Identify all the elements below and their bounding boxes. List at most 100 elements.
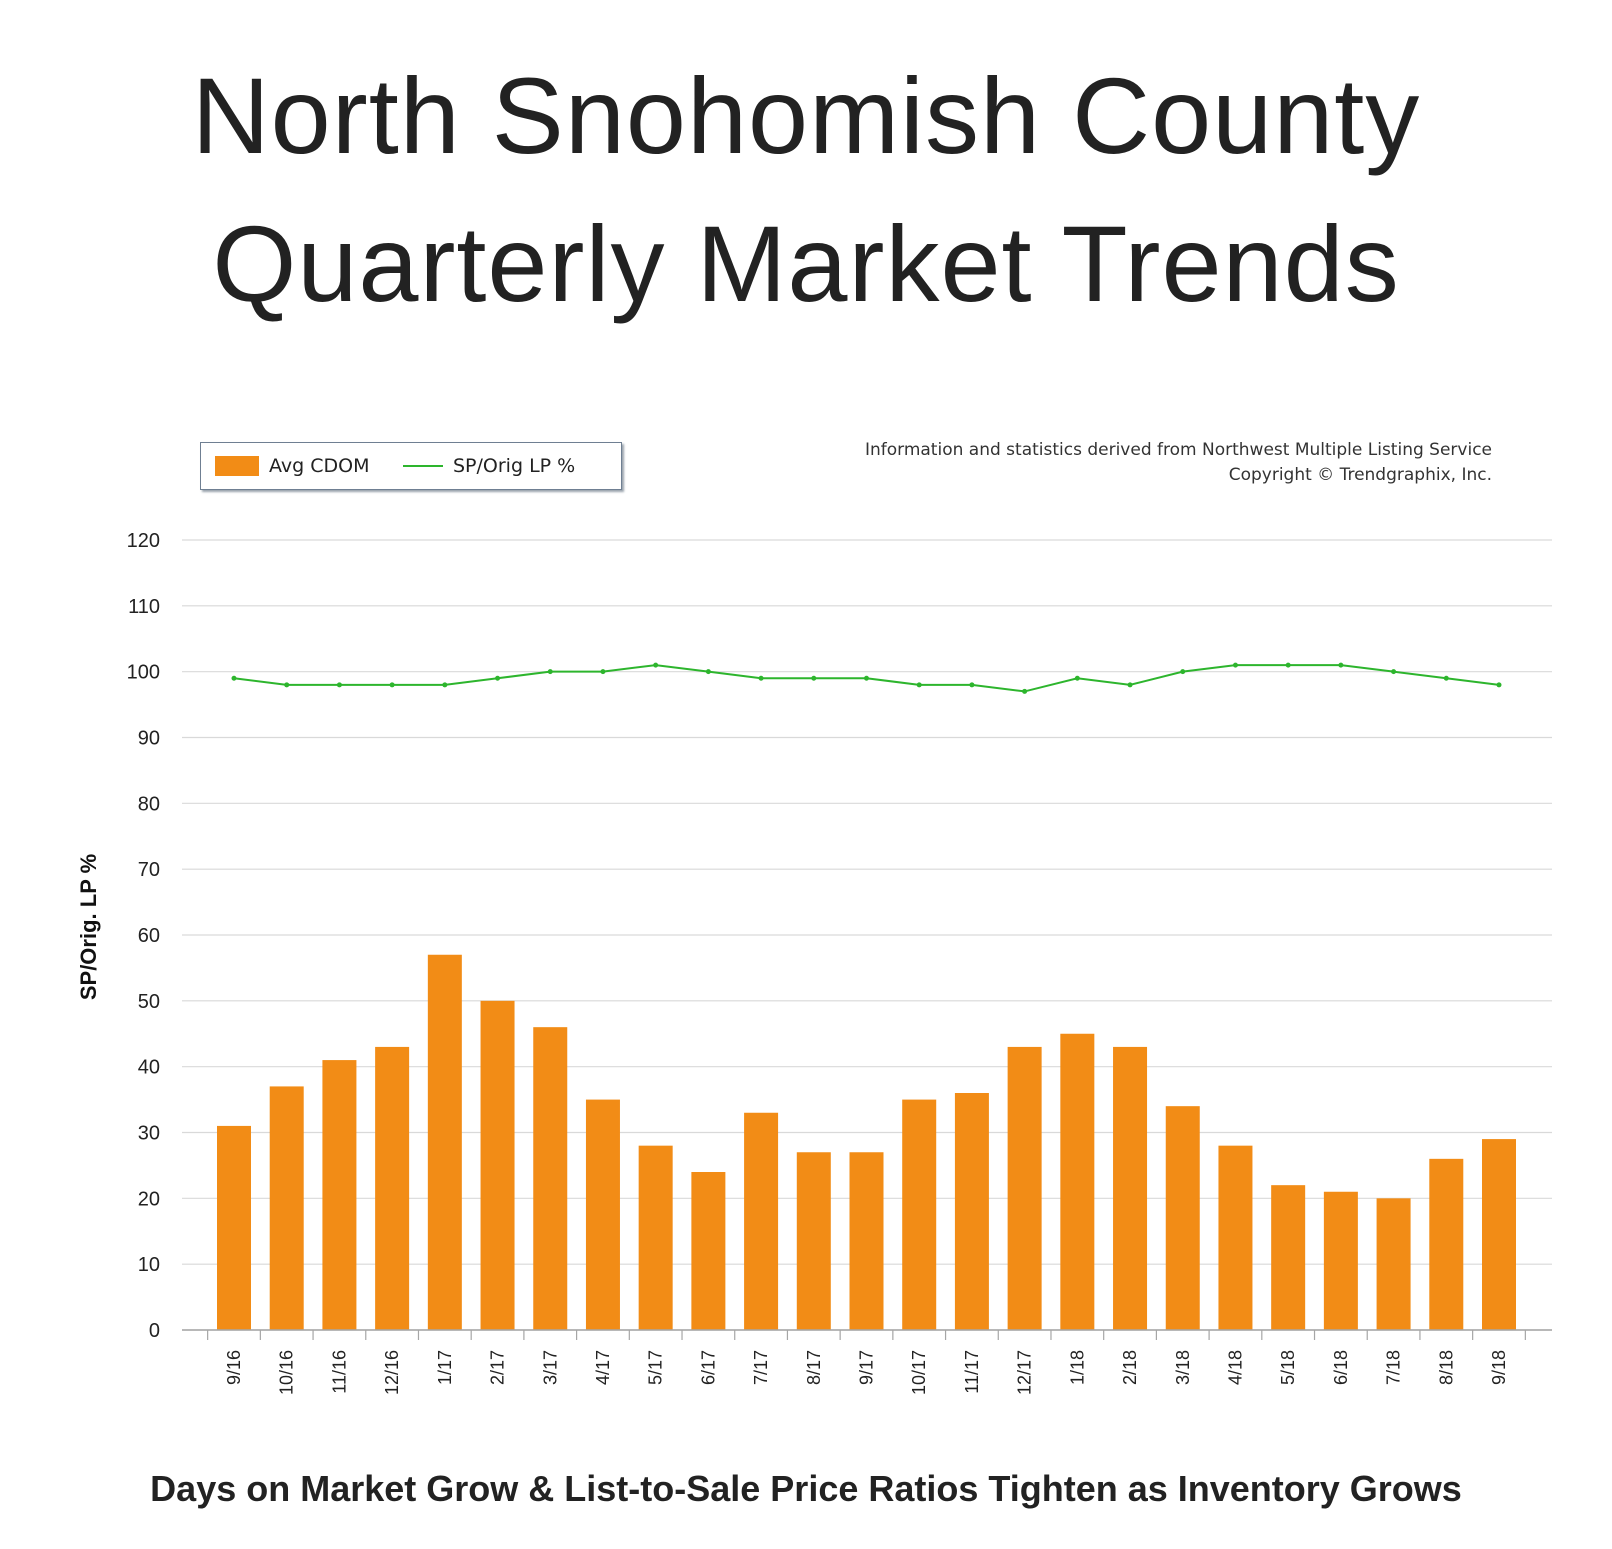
- gridlines: [182, 539, 1552, 1331]
- bar-4-18: [1218, 1145, 1253, 1330]
- bar-6-18: [1323, 1191, 1358, 1330]
- line-point-8-18: [1443, 675, 1449, 681]
- legend-item-avg-cdom: Avg CDOM: [215, 443, 369, 489]
- y-tick-label: 40: [138, 1057, 160, 1079]
- bar-10-16: [269, 1086, 304, 1330]
- x-axis-ticks: 9/16 10/16 11/16 12/16 1/17 2/17 3/17 4/17 5/17 6…: [182, 1329, 1552, 1395]
- line-point-10-16: [284, 682, 290, 688]
- line-point-7-17: [758, 675, 764, 681]
- bar-2-17: [480, 1000, 515, 1330]
- line-point-8-17: [811, 675, 817, 681]
- x-tick-label: 1/17: [435, 1350, 455, 1385]
- line-point-3-17: [547, 669, 553, 675]
- line-point-11-17: [969, 682, 975, 688]
- bar-6-17: [691, 1172, 726, 1330]
- bar-1-17: [427, 954, 462, 1330]
- line-point-6-17: [705, 669, 711, 675]
- x-tick-label: 4/18: [1225, 1350, 1245, 1385]
- y-tick-label: 50: [138, 991, 160, 1013]
- x-tick-label: 8/18: [1436, 1350, 1456, 1385]
- line-point-10-17: [916, 682, 922, 688]
- x-tick-label: 11/16: [329, 1350, 349, 1394]
- bar-5-17: [638, 1145, 673, 1330]
- x-tick-label: 6/17: [698, 1350, 718, 1385]
- source-line-2: Copyright © Trendgraphix, Inc.: [1228, 465, 1492, 485]
- page-title-line-1: North Snohomish County: [191, 55, 1421, 176]
- line-point-5-17: [653, 662, 659, 668]
- x-tick-label: 1/18: [1067, 1350, 1087, 1385]
- y-axis-ticks: 0 10 20 30 40 50 60 70 80 90 100 110 120: [127, 530, 160, 1342]
- x-tick-label: 7/17: [751, 1350, 771, 1385]
- y-axis-label: SP/Orig. LP %: [76, 854, 101, 1000]
- bar-7-18: [1376, 1198, 1411, 1330]
- line-point-9-18: [1496, 682, 1502, 688]
- x-tick-label: 9/17: [857, 1350, 877, 1385]
- x-tick-label: 4/17: [593, 1350, 613, 1385]
- x-tick-label: 2/18: [1120, 1350, 1140, 1385]
- y-tick-label: 0: [149, 1320, 160, 1342]
- line-point-6-18: [1338, 662, 1344, 668]
- bar-11-16: [322, 1060, 357, 1330]
- line-point-12-16: [389, 682, 395, 688]
- line-point-7-18: [1391, 669, 1397, 675]
- line-point-4-18: [1232, 662, 1238, 668]
- bar-5-18: [1271, 1185, 1306, 1330]
- line-point-2-18: [1127, 682, 1133, 688]
- x-tick-label: 10/16: [277, 1350, 297, 1395]
- line-point-9-17: [864, 675, 869, 681]
- x-tick-label: 9/18: [1489, 1350, 1509, 1385]
- x-tick-label: 3/18: [1173, 1350, 1193, 1385]
- legend-swatch-bar: [215, 456, 259, 476]
- x-tick-label: 12/17: [1015, 1350, 1035, 1395]
- legend-label-avg-cdom: Avg CDOM: [269, 455, 370, 477]
- x-tick-label: 10/17: [909, 1350, 929, 1395]
- x-tick-label: 8/17: [804, 1350, 824, 1385]
- bar-11-17: [954, 1093, 989, 1330]
- x-tick-label: 11/17: [962, 1350, 982, 1394]
- x-tick-label: 3/17: [540, 1350, 560, 1385]
- x-tick-label: 7/18: [1384, 1350, 1404, 1385]
- bar-7-17: [744, 1112, 779, 1330]
- source-note: Information and statistics derived from …: [865, 438, 1492, 488]
- y-tick-label: 90: [138, 728, 160, 750]
- x-tick-label: 5/18: [1278, 1350, 1298, 1385]
- y-tick-label: 70: [138, 859, 160, 881]
- line-point-4-17: [600, 669, 606, 675]
- bar-9-17: [849, 1152, 884, 1330]
- line-point-1-18: [1074, 675, 1080, 681]
- y-tick-label: 120: [127, 530, 160, 552]
- x-tick-label: 12/16: [382, 1350, 402, 1395]
- y-tick-label: 10: [138, 1254, 160, 1276]
- legend-swatch-line: [403, 465, 443, 467]
- y-tick-label: 110: [128, 596, 160, 618]
- line-point-9-16: [231, 675, 237, 681]
- bar-1-18: [1060, 1033, 1095, 1330]
- bar-3-17: [533, 1027, 568, 1330]
- legend-label-sp-orig-lp: SP/Orig LP %: [453, 455, 576, 477]
- line-sp-orig-lp: [231, 662, 1502, 694]
- chart-caption: Days on Market Grow & List-to-Sale Price…: [150, 1468, 1462, 1509]
- x-tick-label: 6/18: [1331, 1350, 1351, 1385]
- page-title-line-2: Quarterly Market Trends: [212, 203, 1400, 324]
- bar-8-17: [796, 1152, 831, 1330]
- bar-10-17: [902, 1099, 937, 1330]
- bars-avg-cdom: [217, 954, 1516, 1330]
- y-tick-label: 60: [138, 925, 160, 947]
- y-tick-label: 20: [138, 1188, 160, 1210]
- line-point-12-17: [1022, 688, 1028, 694]
- bar-3-18: [1165, 1106, 1200, 1330]
- line-point-3-18: [1180, 669, 1186, 675]
- line-point-2-17: [495, 675, 501, 681]
- bar-9-16: [217, 1125, 251, 1330]
- x-tick-label: 9/16: [224, 1350, 244, 1385]
- bar-2-18: [1113, 1046, 1148, 1330]
- y-tick-label: 30: [138, 1123, 160, 1145]
- bar-4-17: [585, 1099, 620, 1330]
- bar-8-18: [1429, 1158, 1464, 1330]
- y-tick-label: 100: [127, 662, 160, 684]
- bar-9-18: [1482, 1139, 1516, 1330]
- source-line-1: Information and statistics derived from …: [864, 440, 1492, 460]
- line-point-11-16: [336, 682, 342, 688]
- x-tick-label: 5/17: [646, 1350, 666, 1385]
